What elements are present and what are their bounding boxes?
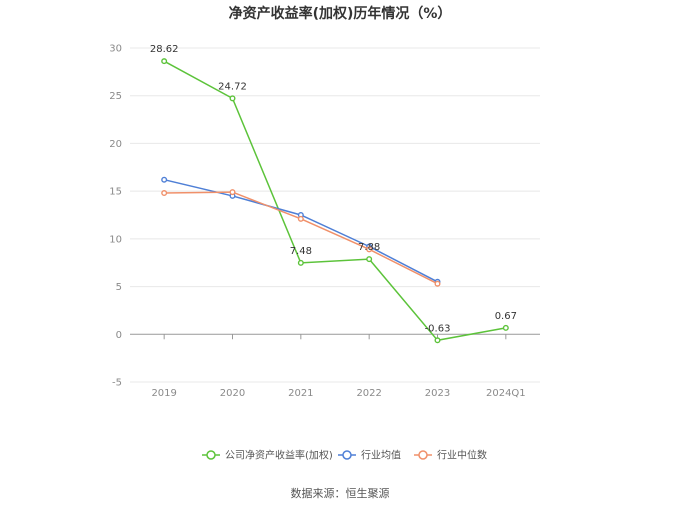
data-label: 7.88 (358, 242, 380, 253)
data-point (229, 95, 236, 102)
x-tick-label: 2021 (288, 388, 313, 399)
x-tick-label: 2022 (356, 388, 381, 399)
y-tick-label: 10 (109, 234, 122, 245)
legend-marker (418, 450, 428, 460)
y-tick-label: 0 (116, 330, 122, 341)
x-tick-label: 2024Q1 (486, 388, 526, 399)
grid-lines (130, 47, 540, 383)
data-label: 28.62 (150, 44, 179, 55)
data-point (434, 337, 441, 344)
chart-title: 净资产收益率(加权)历年情况（%） (229, 5, 452, 22)
y-tick-label: 20 (109, 139, 122, 150)
data-label: 0.67 (495, 311, 517, 322)
x-tick-label: 2023 (425, 388, 450, 399)
x-axis: 2019 2020 2021 2022 2023 2024Q1 (151, 334, 526, 399)
series-line-2 (164, 191, 438, 285)
y-tick-label: 25 (109, 91, 122, 102)
x-tick-label: 2020 (220, 388, 245, 399)
series-line-1 (163, 178, 438, 283)
legend-marker (206, 450, 216, 460)
data-point (297, 215, 304, 222)
y-tick-label: 30 (109, 44, 122, 55)
data-point (161, 58, 168, 65)
data-label: 7.48 (290, 246, 312, 257)
data-point (502, 324, 509, 331)
series-layer (161, 58, 509, 344)
data-point (297, 259, 304, 266)
data-point (366, 246, 373, 253)
x-tick-label: 2019 (151, 388, 176, 399)
series-line-0 (163, 60, 506, 342)
data-label: -0.63 (425, 323, 451, 334)
y-tick-label: 15 (109, 187, 122, 198)
data-point (161, 190, 168, 197)
data-source-note: 数据来源：恒生聚源 (291, 486, 390, 500)
legend-label: 行业中位数 (437, 449, 487, 462)
legend-label: 行业均值 (361, 449, 401, 462)
legend-marker (342, 450, 352, 460)
data-point (366, 256, 373, 263)
y-tick-label: 5 (116, 282, 122, 293)
data-point (229, 189, 236, 196)
legend-label: 公司净资产收益率(加权) (225, 449, 333, 462)
data-labels: 28.62 24.72 7.48 7.88 -0.63 0.67 (150, 44, 517, 334)
data-point (161, 176, 168, 183)
y-axis: -5 0 5 10 15 20 25 30 (109, 44, 122, 389)
legend: 公司净资产收益率(加权) 行业均值 行业中位数 (202, 449, 487, 462)
data-label: 24.72 (218, 81, 247, 92)
y-tick-label: -5 (112, 378, 122, 389)
data-point (434, 280, 441, 287)
